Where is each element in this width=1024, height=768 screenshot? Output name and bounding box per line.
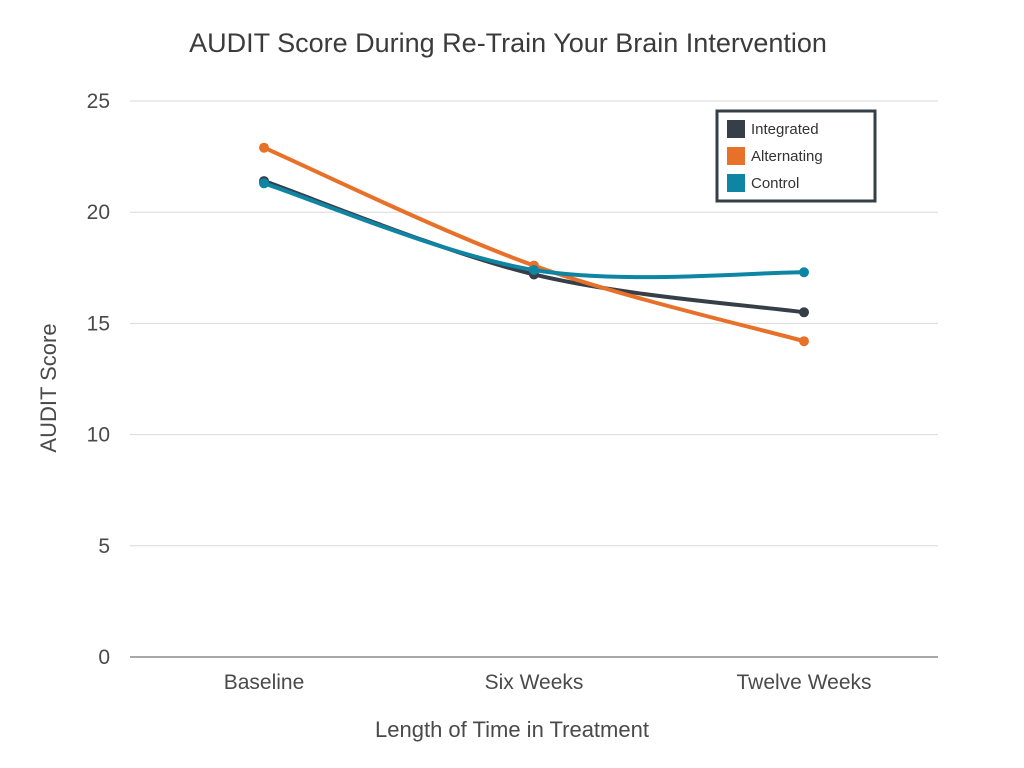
legend-label: Control: [751, 175, 799, 192]
y-tick-label: 10: [87, 424, 110, 447]
x-tick-label: Baseline: [224, 671, 305, 694]
y-axis-label: AUDIT Score: [36, 323, 61, 452]
data-point-control: [259, 178, 269, 189]
x-tick-labels: Baseline Six Weeks Twelve Weeks: [224, 671, 872, 694]
y-tick-label: 0: [98, 646, 110, 669]
y-tick-label: 25: [87, 90, 110, 113]
x-tick-label: Six Weeks: [485, 671, 584, 694]
data-point-alternating: [259, 142, 269, 153]
legend-label: Integrated: [751, 121, 819, 138]
data-point-control: [529, 265, 539, 276]
data-point-alternating: [799, 336, 809, 347]
y-tick-label: 5: [98, 535, 110, 558]
legend: Integrated Alternating Control: [715, 109, 877, 203]
y-tick-labels: 0 5 10 15 20 25: [87, 90, 110, 669]
data-point-integrated: [799, 307, 809, 318]
legend-label: Alternating: [751, 148, 823, 165]
data-point-control: [799, 267, 809, 278]
y-tick-label: 20: [87, 201, 110, 224]
chart-title: AUDIT Score During Re-Train Your Brain I…: [189, 28, 827, 58]
series-lines: [259, 142, 809, 347]
gridlines: [130, 100, 938, 658]
legend-swatch: [727, 147, 745, 165]
x-tick-label: Twelve Weeks: [737, 671, 872, 694]
y-tick-label: 15: [87, 312, 110, 335]
legend-swatch: [727, 174, 745, 192]
series-control: [259, 178, 809, 280]
x-axis-label: Length of Time in Treatment: [375, 717, 649, 742]
legend-swatch: [727, 120, 745, 138]
